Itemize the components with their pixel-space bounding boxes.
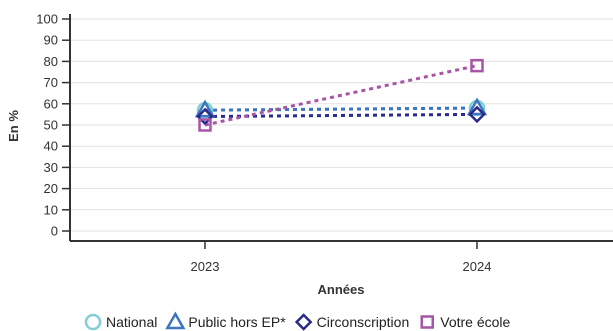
series-line [204, 112, 478, 119]
data-point [198, 118, 212, 132]
legend-label: Circonscription [317, 314, 410, 330]
y-tick-label: 40 [44, 139, 58, 154]
y-tick-label: 50 [44, 118, 58, 133]
data-point [196, 107, 214, 126]
x-axis-title: Années [318, 282, 365, 297]
y-tick-label: 80 [44, 54, 58, 69]
square-icon [420, 315, 434, 329]
data-point [470, 58, 484, 73]
y-tick-label: 30 [44, 160, 58, 175]
y-axis-title: En % [6, 110, 21, 142]
legend-item[interactable]: Circonscription [294, 313, 410, 331]
y-tick-label: 60 [44, 96, 58, 111]
legend-item[interactable]: Public hors EP* [165, 311, 286, 330]
triangle-icon [165, 311, 186, 330]
y-tick-label: 10 [44, 202, 58, 217]
y-tick-label: 90 [44, 33, 58, 48]
x-tick-label: 2023 [191, 259, 220, 274]
data-point [468, 105, 486, 124]
grid [70, 18, 613, 232]
legend-label: Votre école [440, 314, 510, 330]
circle-icon [84, 313, 102, 331]
series-line [204, 106, 478, 112]
series-line [204, 64, 478, 127]
x-tick-label: 2024 [463, 259, 492, 274]
series-group [204, 64, 478, 127]
legend-label: Public hors EP* [188, 314, 286, 330]
y-tick-label: 70 [44, 75, 58, 90]
data-point [194, 99, 216, 118]
y-tick-label: 100 [36, 12, 58, 27]
y-tick-label: 20 [44, 181, 58, 196]
axes: 0 10 20 30 40 50 60 70 80 90 100 2023 2024 [36, 12, 613, 274]
legend-label: National [106, 314, 157, 330]
legend-item[interactable]: National [84, 313, 157, 331]
y-tick-label: 0 [51, 224, 58, 239]
diamond-icon [294, 313, 313, 331]
legend[interactable]: National Public hors EP* Circonscription Vo… [84, 311, 511, 331]
markers-group [194, 58, 488, 132]
data-point [466, 97, 488, 116]
legend-item[interactable]: Votre école [420, 314, 511, 330]
